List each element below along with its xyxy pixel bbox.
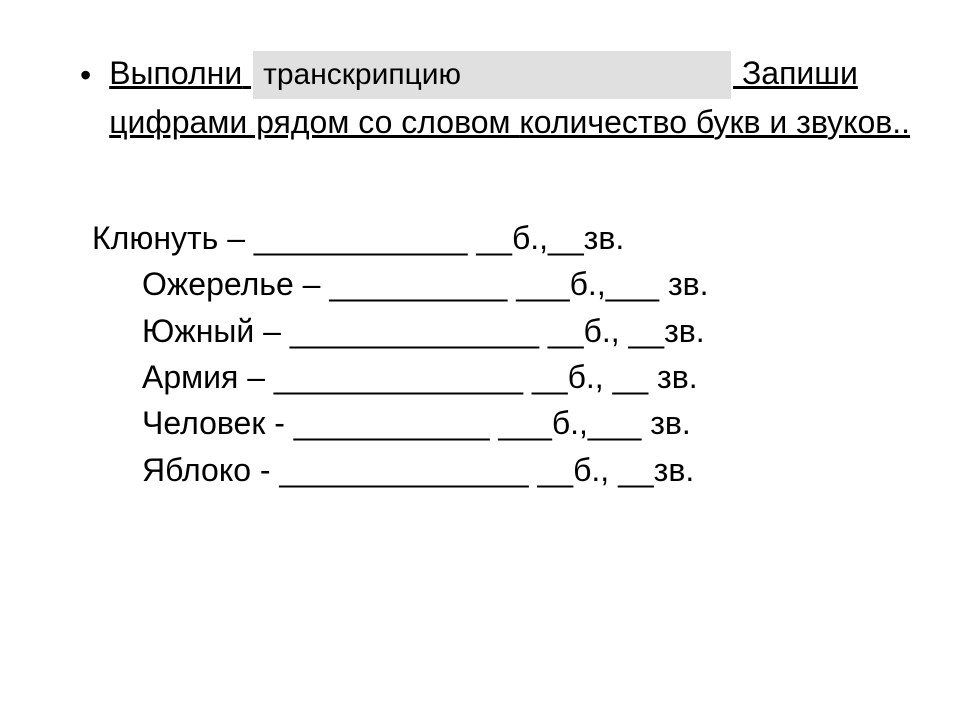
exercise-line-1: Клюнуть – ____________ __б.,__зв. [92, 215, 920, 261]
heading-highlight: транскрипцию [253, 51, 731, 99]
exercise-line-5: Человек - ___________ ___б.,___ зв. [142, 400, 920, 446]
heading-lead: Выполни [109, 55, 242, 91]
heading-rest-2: количество букв и звуков.. [519, 104, 910, 140]
heading-row: • Выполни транскрипцию Запиши цифрами ря… [80, 50, 920, 145]
exercise-line-4: Армия – ______________ __б., __ зв. [142, 354, 920, 400]
exercise-line-6: Яблоко - ______________ __б., __зв. [142, 447, 920, 493]
slide-container: • Выполни транскрипцию Запиши цифрами ря… [0, 0, 960, 720]
exercise-line-2: Ожерелье – __________ ___б.,___ зв. [142, 261, 920, 307]
bullet-icon: • [80, 52, 91, 98]
exercise-line-3: Южный – ______________ __б., __зв. [142, 308, 920, 354]
heading-text: Выполни транскрипцию Запиши цифрами рядо… [109, 50, 920, 145]
exercise-body: Клюнуть – ____________ __б.,__зв. Ожерел… [92, 215, 920, 493]
